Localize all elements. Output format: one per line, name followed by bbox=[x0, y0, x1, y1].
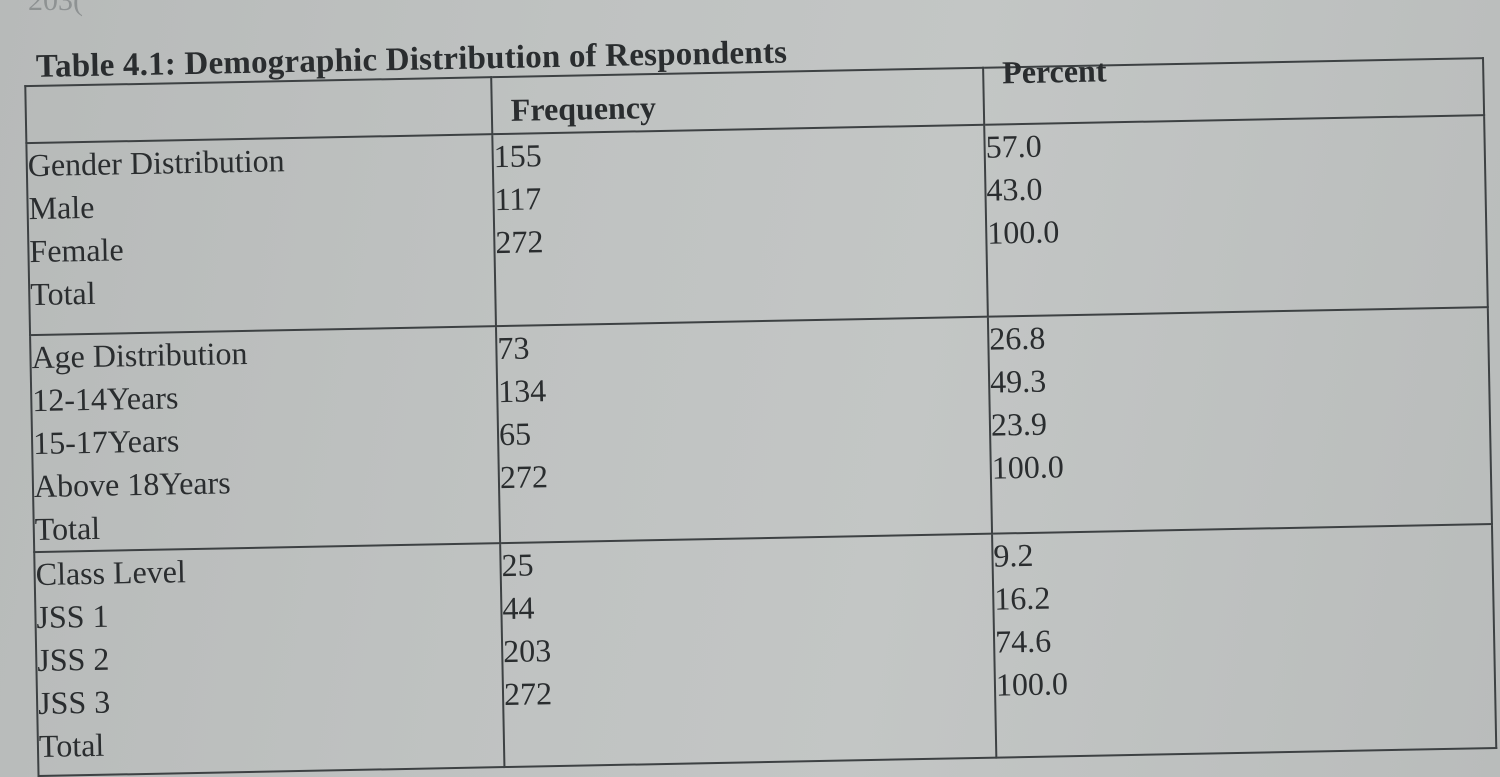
percent-value: 100.0 bbox=[986, 213, 1060, 251]
gender-frequency-cell: 155 117 272 bbox=[492, 124, 988, 327]
row-label: Total bbox=[38, 726, 105, 764]
frequency-value: 272 bbox=[499, 458, 549, 496]
top-edge-fragment: 203( bbox=[28, 0, 83, 17]
header-blank-cell bbox=[25, 77, 493, 144]
frequency-value: 272 bbox=[495, 223, 544, 261]
gender-distribution-row: Gender Distribution Male Female Total 15… bbox=[26, 115, 1488, 336]
age-frequency-cell: 73 134 65 272 bbox=[495, 316, 993, 544]
demographic-table: Frequency Percent Gender Distribution Ma… bbox=[24, 52, 1497, 777]
frequency-value: 272 bbox=[503, 675, 553, 713]
percent-column-header: Percent bbox=[1001, 52, 1107, 91]
percent-value: 100.0 bbox=[995, 665, 1069, 703]
age-labels-cell: Age Distribution 12-14Years 15-17Years A… bbox=[30, 326, 501, 553]
class-labels-cell: Class Level JSS 1 JSS 2 JSS 3 Total bbox=[34, 543, 505, 777]
age-distribution-row: Age Distribution 12-14Years 15-17Years A… bbox=[30, 307, 1492, 553]
gender-percent-cell: 57.0 43.0 100.0 bbox=[984, 115, 1488, 317]
class-level-row: Class Level JSS 1 JSS 2 JSS 3 Total 25 4… bbox=[34, 524, 1497, 777]
class-frequency-cell: 25 44 203 272 bbox=[500, 533, 997, 768]
frequency-column-header: Frequency bbox=[510, 89, 657, 128]
header-percent-cell: Percent bbox=[983, 52, 1485, 125]
gender-labels-cell: Gender Distribution Male Female Total bbox=[26, 134, 496, 336]
age-percent-cell: 26.8 49.3 23.9 100.0 bbox=[987, 307, 1492, 534]
percent-value: 100.0 bbox=[991, 448, 1065, 486]
header-frequency-cell: Frequency bbox=[491, 67, 985, 135]
class-percent-cell: 9.2 16.2 74.6 100.0 bbox=[992, 524, 1497, 758]
row-label: Total bbox=[34, 509, 101, 548]
row-label: Total bbox=[29, 274, 96, 313]
